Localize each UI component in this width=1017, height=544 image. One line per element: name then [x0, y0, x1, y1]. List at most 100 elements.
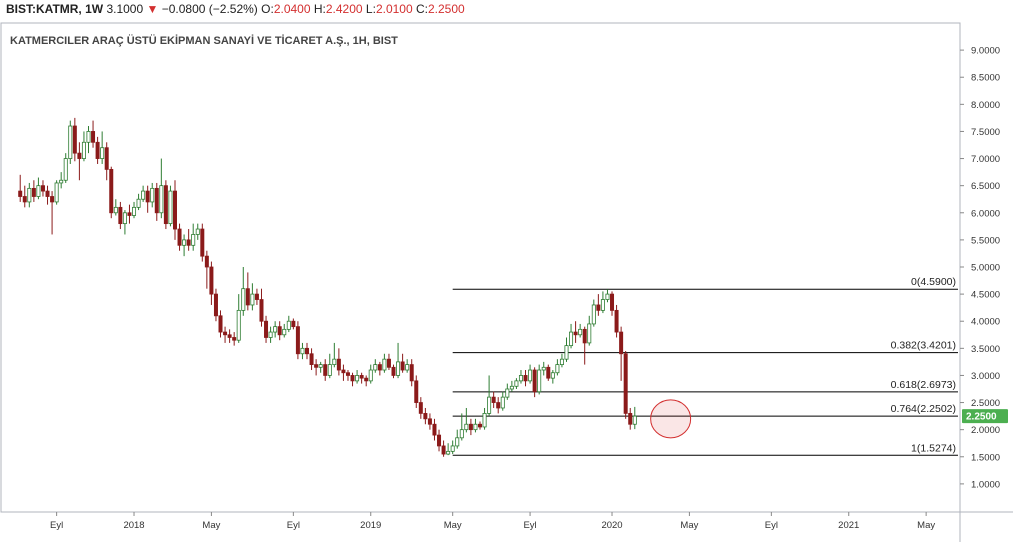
candle-body	[632, 415, 637, 425]
fib-level-label: 0.382(3.4201)	[891, 340, 956, 352]
candle-body	[318, 364, 323, 368]
candle-body	[350, 375, 355, 382]
candle-body	[587, 323, 592, 344]
candle-body	[132, 206, 137, 216]
chart-title: KATMERCILER ARAÇ ÜSTÜ EKİPMAN SANAYİ VE …	[10, 34, 398, 47]
y-tick-label: 2.0000	[971, 425, 1000, 436]
candle-body	[386, 358, 391, 368]
x-tick-label: May	[680, 520, 698, 531]
last-price-badge	[962, 409, 1008, 424]
x-tick-label: Eyl	[50, 520, 63, 531]
candle-body	[528, 369, 533, 382]
candle-body	[605, 293, 610, 300]
candle-body	[614, 309, 619, 333]
y-tick-label: 3.0000	[971, 371, 1000, 382]
candle-body	[209, 266, 214, 295]
candle-body	[405, 364, 410, 371]
candle-body	[482, 412, 487, 428]
candle-body	[591, 304, 596, 325]
candle-body	[195, 228, 200, 235]
candle-body	[382, 358, 387, 371]
candle-body	[100, 147, 105, 159]
candle-body	[600, 299, 605, 311]
candle-body	[172, 190, 177, 230]
price-axis[interactable]: 1.0000 1.5000 2.0000 2.5000 3.0000 3.5000 4.00…	[960, 46, 1000, 491]
candle-body	[122, 212, 127, 225]
y-tick-label: 9.0000	[971, 46, 1000, 57]
candle-body	[305, 347, 310, 355]
candle-body	[437, 434, 442, 447]
candle-body	[341, 369, 346, 374]
candle-body	[300, 347, 305, 355]
candle-body	[359, 375, 364, 379]
candle-body	[364, 377, 369, 382]
candle-body	[182, 239, 187, 246]
candle-body	[555, 364, 560, 374]
candle-body	[500, 396, 505, 409]
candle-body	[496, 402, 501, 409]
y-tick-label: 7.0000	[971, 154, 1000, 165]
candle-body	[368, 369, 373, 382]
y-tick-label: 4.5000	[971, 290, 1000, 301]
y-tick-label: 4.0000	[971, 317, 1000, 328]
candle-body	[573, 331, 578, 336]
candle-body	[400, 361, 405, 371]
x-tick-label: May	[444, 520, 462, 531]
candle-body	[509, 385, 514, 390]
candle-body	[145, 190, 150, 203]
candle-body	[418, 402, 423, 414]
candle-body	[31, 187, 36, 197]
symbol-label: BIST:KATMR, 1W	[6, 2, 104, 16]
candle-body	[623, 353, 628, 414]
candle-body	[232, 337, 237, 341]
candle-body	[177, 228, 182, 246]
candle-body	[473, 423, 478, 431]
candle-body	[396, 361, 401, 376]
y-tick-label: 1.0000	[971, 479, 1000, 490]
candle-body	[477, 423, 482, 428]
candle-body	[259, 299, 264, 322]
candle-body	[464, 423, 469, 431]
y-tick-label: 5.0000	[971, 263, 1000, 274]
low-value: 2.0100	[375, 2, 413, 16]
fibonacci-retracement[interactable]: 0(4.5900) 0.382(3.4201) 0.618(2.6973) 0.764…	[452, 276, 958, 456]
candle-body	[345, 372, 350, 376]
fib-level-label: 0.764(2.2502)	[891, 403, 956, 415]
y-tick-label: 6.0000	[971, 208, 1000, 219]
candle-body	[118, 206, 123, 225]
y-tick-label: 1.5000	[971, 452, 1000, 463]
candle-body	[391, 366, 396, 376]
candle-body	[72, 125, 77, 154]
candle-body	[619, 331, 624, 355]
candle-body	[91, 131, 96, 143]
high-value: 2.4200	[325, 2, 363, 16]
candle-body	[18, 190, 23, 197]
candle-body	[327, 364, 332, 376]
candle-body	[291, 320, 296, 328]
candle-body	[441, 445, 446, 455]
candle-body	[414, 380, 419, 403]
candle-body	[22, 196, 27, 203]
candle-body	[113, 206, 118, 214]
candle-body	[277, 326, 282, 336]
candlestick-series	[18, 117, 637, 457]
candle-body	[546, 366, 551, 379]
fib-level-label: 1(1.5274)	[911, 442, 956, 454]
candle-body	[254, 293, 259, 300]
candle-body	[63, 158, 68, 181]
candle-body	[559, 358, 564, 365]
down-arrow-icon: ▼	[146, 2, 159, 16]
candle-body	[50, 196, 55, 203]
candle-body	[236, 309, 241, 341]
candle-body	[541, 366, 546, 371]
last-price-badge-text: 2.2500	[966, 412, 997, 423]
candle-body	[286, 320, 291, 330]
price-chart[interactable]: 1.0000 1.5000 2.0000 2.5000 3.0000 3.5000 4.00…	[0, 22, 1017, 544]
candle-body	[459, 429, 464, 439]
candle-body	[168, 190, 173, 225]
candle-body	[127, 212, 132, 216]
close-label: C:	[415, 2, 428, 16]
time-axis[interactable]: Eyl 2018 May Eyl 2019 May Eyl 2020 May Eyl 2021 May	[50, 512, 935, 531]
candle-body	[218, 315, 223, 333]
plot-area[interactable]	[0, 22, 961, 513]
